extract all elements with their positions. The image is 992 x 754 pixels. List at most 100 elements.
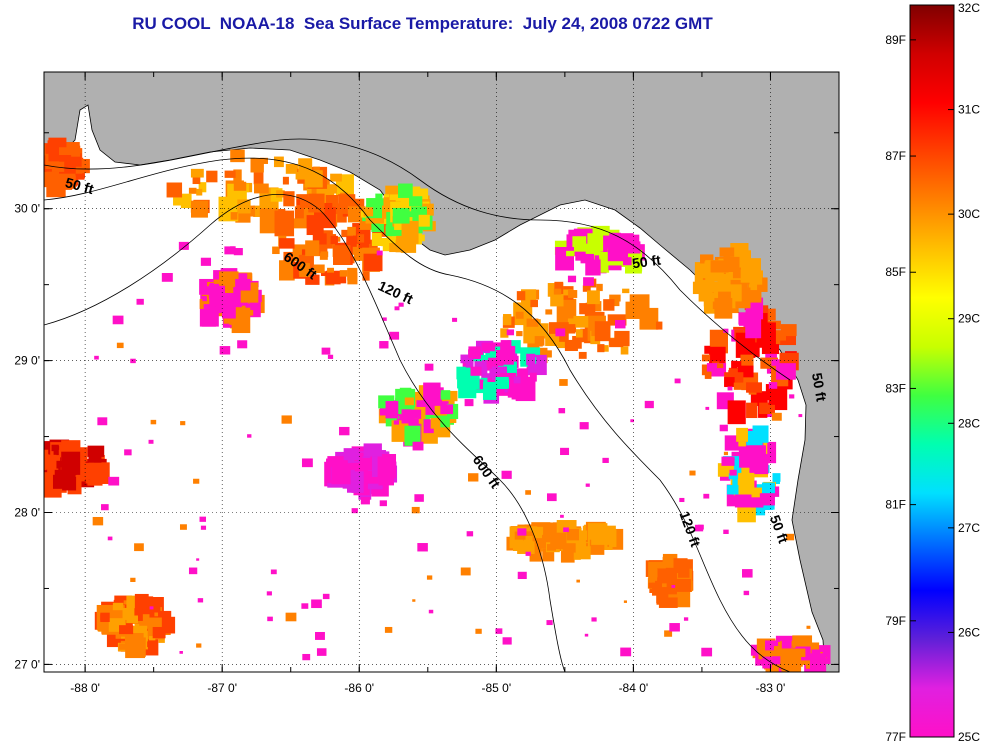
sst-pixel xyxy=(173,197,182,206)
sst-pixel xyxy=(765,485,774,493)
sst-pixel xyxy=(152,626,166,639)
celsius-label: 26C xyxy=(958,625,980,639)
sst-pixel xyxy=(652,582,665,596)
sst-pixel xyxy=(259,208,279,234)
sst-speckle xyxy=(517,571,527,580)
sst-pixel xyxy=(529,372,537,382)
sst-pixel xyxy=(347,226,356,236)
sst-pixel xyxy=(330,173,342,182)
sst-pixel xyxy=(781,653,802,672)
sst-pixel xyxy=(738,441,746,447)
axis-ticks: -88 0' -87 0' -86 0' -85 0' -84 0' -83 0' 30 0… xyxy=(14,72,840,695)
sst-pixel xyxy=(526,353,536,366)
sst-pixel xyxy=(745,290,762,303)
sst-pixel xyxy=(235,212,251,223)
sst-speckle xyxy=(313,264,325,274)
sst-pixel xyxy=(585,259,601,276)
sst-pixel xyxy=(765,640,779,651)
sst-pixel xyxy=(620,346,629,355)
sst-pixel xyxy=(362,271,370,281)
sst-speckle xyxy=(723,451,729,456)
sst-speckle xyxy=(591,617,597,622)
sst-speckle xyxy=(179,651,183,654)
sst-pixel xyxy=(363,443,382,457)
sst-speckle xyxy=(417,543,428,552)
sst-speckle xyxy=(806,625,811,629)
sst-pixel xyxy=(543,532,551,543)
sst-pixel xyxy=(274,210,295,237)
sst-pixel xyxy=(97,622,105,632)
sst-speckle xyxy=(644,400,654,409)
sst-speckle xyxy=(233,248,243,256)
sst-pixel xyxy=(190,168,204,178)
sst-pixel xyxy=(225,292,242,308)
sst-pixel xyxy=(377,454,397,479)
sst-pixel xyxy=(313,166,320,173)
sst-pixel xyxy=(733,487,745,496)
sst-pixel xyxy=(77,464,87,476)
sst-pixel xyxy=(119,625,134,635)
sst-pixel xyxy=(566,250,575,257)
sst-speckle xyxy=(411,506,420,514)
sst-pixel xyxy=(196,188,203,196)
sst-pixel xyxy=(701,354,711,362)
sst-speckle xyxy=(302,653,311,661)
sst-speckle xyxy=(785,533,795,541)
sst-pixel xyxy=(401,220,419,244)
sst-speckle xyxy=(662,583,667,588)
sst-pixel xyxy=(480,377,488,384)
sst-pixel xyxy=(582,285,591,292)
lon-tick-label: -84 0' xyxy=(619,681,649,695)
sst-pixel xyxy=(180,193,192,209)
sst-pixel xyxy=(650,568,658,578)
sst-speckle xyxy=(179,524,187,530)
celsius-label: 29C xyxy=(958,312,980,326)
sst-speckle xyxy=(460,567,471,576)
sst-pixel xyxy=(746,402,758,419)
sst-speckle xyxy=(579,422,589,430)
sst-speckle xyxy=(674,378,681,384)
lat-tick-label: 27 0' xyxy=(14,657,40,671)
sst-speckle xyxy=(798,414,803,418)
sst-speckle xyxy=(555,328,566,337)
sst-speckle xyxy=(560,447,570,456)
sst-pixel xyxy=(525,296,533,303)
sst-speckle xyxy=(424,363,434,371)
sst-speckle xyxy=(301,458,313,468)
sst-pixel xyxy=(217,288,225,295)
sst-pixel xyxy=(385,401,399,419)
sst-pixel xyxy=(134,593,149,610)
sst-pixel xyxy=(750,497,764,508)
sst-pixel xyxy=(52,460,61,473)
sst-speckle xyxy=(322,593,330,600)
sst-pixel xyxy=(52,445,60,450)
sst-pixel xyxy=(733,361,742,368)
sst-pixel xyxy=(562,543,576,553)
sst-pixel xyxy=(351,476,364,493)
sst-pixel xyxy=(762,656,772,669)
sst-speckle xyxy=(107,536,113,541)
sst-pixel xyxy=(481,373,494,383)
sst-pixel xyxy=(523,535,533,545)
sst-pixel xyxy=(727,400,746,425)
sst-pixel xyxy=(554,281,564,295)
sst-pixel xyxy=(573,315,589,328)
celsius-label: 30C xyxy=(958,207,980,221)
sst-speckle xyxy=(560,514,564,518)
sst-pixel xyxy=(760,357,778,369)
sst-pixel xyxy=(603,299,615,311)
sst-pixel xyxy=(118,643,129,650)
sst-pixel xyxy=(59,147,72,155)
sst-speckle xyxy=(501,470,512,479)
sst-speckle xyxy=(389,331,400,340)
sst-pixel xyxy=(694,273,706,287)
sst-pixel xyxy=(568,324,576,334)
sst-pixel xyxy=(729,460,742,473)
sst-speckle xyxy=(466,531,474,537)
sst-pixel xyxy=(409,196,423,207)
sst-pixel xyxy=(323,230,333,237)
sst-pixel xyxy=(525,531,534,541)
sst-speckle xyxy=(620,647,632,657)
sst-pixel xyxy=(276,190,285,198)
sst-speckle xyxy=(321,347,331,355)
